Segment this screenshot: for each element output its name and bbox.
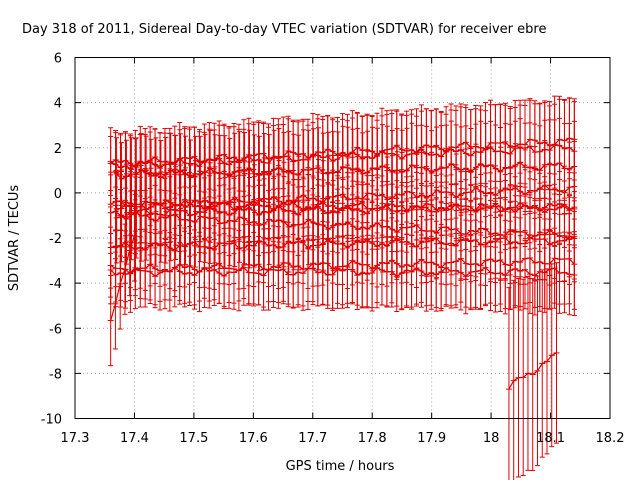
chart-title: Day 318 of 2011, Sidereal Day-to-day VTE… — [22, 22, 546, 37]
axes: 17.3 17.4 17.5 17.6 17.7 17.8 17.9 18 18.1 18.2 6 4… — [41, 52, 625, 447]
x-axis-label: GPS time / hours — [286, 459, 395, 474]
x-tick-label: 17.4 — [120, 431, 149, 446]
x-tick-label: 17.5 — [179, 431, 208, 446]
y-tick-label: 4 — [54, 97, 62, 112]
series-s10 — [107, 227, 578, 317]
x-tick-label: 18.1 — [536, 431, 565, 446]
x-tick-label: 17.7 — [298, 431, 327, 446]
series-line — [116, 212, 575, 241]
y-tick-label: -8 — [49, 367, 62, 382]
series-s12 — [505, 262, 560, 480]
y-tick-label: -6 — [49, 322, 62, 337]
series-line — [110, 235, 135, 321]
y-tick-label: -4 — [49, 277, 62, 292]
series-s11 — [107, 190, 138, 367]
series-line — [116, 184, 575, 210]
x-tick-label: 18 — [483, 431, 500, 446]
y-axis-label: SDTVAR / TECUs — [7, 185, 22, 292]
y-tick-label: -2 — [49, 232, 62, 247]
x-tick-label: 18.2 — [596, 431, 625, 446]
y-tick-label: 2 — [54, 142, 62, 157]
series-line — [110, 266, 575, 278]
y-tick-label: 6 — [54, 52, 62, 67]
x-tick-label: 17.3 — [61, 431, 90, 446]
series-line — [508, 352, 557, 390]
x-tick-label: 17.6 — [239, 431, 268, 446]
y-tick-label: -10 — [41, 413, 62, 428]
data-marks — [107, 95, 578, 480]
y-tick-label: 0 — [54, 187, 62, 202]
x-tick-label: 17.9 — [417, 431, 446, 446]
x-tick-label: 17.8 — [358, 431, 387, 446]
